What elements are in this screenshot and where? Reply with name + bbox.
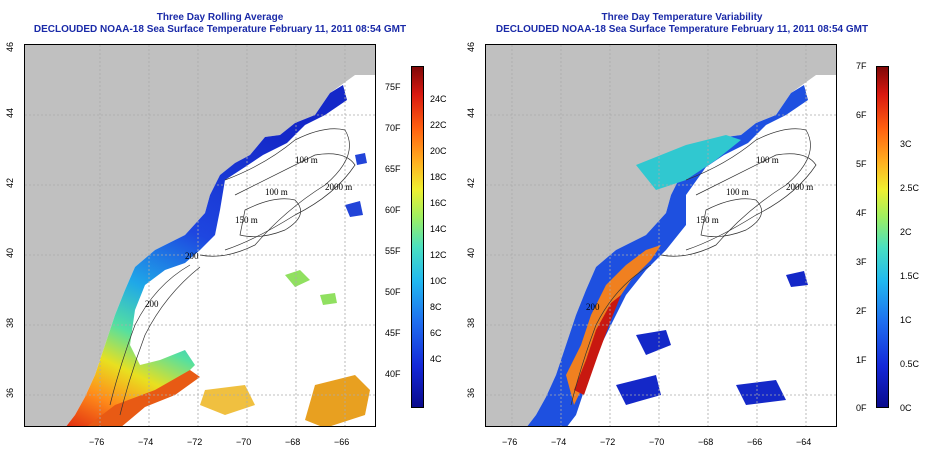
- colorbar-c-label: 22C: [430, 120, 447, 130]
- colorbar-f-label: 45F: [385, 328, 401, 338]
- colorbar-c-label: 14C: [430, 224, 447, 234]
- y-tick: 38: [5, 318, 15, 329]
- x-tick: −70: [649, 437, 665, 447]
- variability-blue-patch: [616, 271, 808, 405]
- colorbar-f-label: 7F: [856, 61, 867, 71]
- contour-label: 100 m: [756, 155, 779, 165]
- right-colorbar: [876, 66, 889, 408]
- warm-patch-mid: [200, 385, 255, 415]
- colorbar-f-label: 3F: [856, 257, 867, 267]
- right-map: 100 m 100 m 2000 m 150 m 200: [485, 44, 837, 427]
- x-tick: −64: [796, 437, 812, 447]
- colorbar-f-label: 75F: [385, 82, 401, 92]
- y-tick: 40: [5, 248, 15, 259]
- colorbar-c-label: 18C: [430, 172, 447, 182]
- colorbar-f-label: 60F: [385, 205, 401, 215]
- y-tick: 38: [466, 318, 476, 329]
- contour-label: 200: [586, 302, 600, 312]
- colorbar-f-label: 50F: [385, 287, 401, 297]
- bathymetry-contours: [570, 128, 817, 406]
- warm-patch-east: [305, 375, 370, 426]
- contour-label: 100 m: [295, 155, 318, 165]
- colorbar-f-label: 0F: [856, 403, 867, 413]
- right-map-canvas: 100 m 100 m 2000 m 150 m 200: [486, 45, 836, 426]
- colorbar-c-label: 0C: [900, 403, 912, 413]
- left-map-canvas: 100 m 100 m 2000 m 200 200 150 m: [25, 45, 375, 426]
- x-tick: −70: [236, 437, 252, 447]
- contour-label: 2000 m: [786, 182, 813, 192]
- colorbar-c-label: 1.5C: [900, 271, 920, 281]
- colorbar-c-label: 20C: [430, 146, 447, 156]
- y-tick: 46: [466, 42, 476, 53]
- colorbar-f-label: 6F: [856, 110, 867, 120]
- colorbar-f-label: 40F: [385, 369, 401, 379]
- colorbar-f-label: 2F: [856, 306, 867, 316]
- y-tick: 44: [5, 108, 15, 119]
- colorbar-c-label: 24C: [430, 94, 447, 104]
- contour-label: 100 m: [265, 187, 288, 197]
- colorbar-f-label: 4F: [856, 208, 867, 218]
- colorbar-c-label: 4C: [430, 354, 442, 364]
- y-tick: 42: [5, 178, 15, 189]
- colorbar-f-label: 5F: [856, 159, 867, 169]
- contour-label: 150 m: [696, 215, 719, 225]
- x-tick: −72: [187, 437, 203, 447]
- left-colorbar: [411, 66, 424, 408]
- contour-label: 200: [145, 299, 159, 309]
- colorbar-c-label: 1C: [900, 315, 912, 325]
- sst-field: [66, 85, 347, 426]
- colorbar-c-label: 0.5C: [900, 359, 920, 369]
- contour-label: 2000 m: [325, 182, 352, 192]
- colorbar-f-label: 55F: [385, 246, 401, 256]
- contour-label: 150 m: [235, 215, 258, 225]
- colorbar-f-label: 65F: [385, 164, 401, 174]
- x-tick: −66: [747, 437, 763, 447]
- bathymetry-contours: [109, 128, 356, 416]
- colorbar-c-label: 10C: [430, 276, 447, 286]
- warm-patch: [87, 370, 200, 426]
- x-tick: −72: [600, 437, 616, 447]
- x-tick: −74: [551, 437, 567, 447]
- land-mass: [486, 45, 836, 426]
- colorbar-c-label: 12C: [430, 250, 447, 260]
- y-tick: 36: [466, 388, 476, 399]
- colorbar-c-label: 16C: [430, 198, 447, 208]
- colorbar-c-label: 2.5C: [900, 183, 920, 193]
- variability-field-peak: [574, 295, 621, 395]
- y-tick: 44: [466, 108, 476, 119]
- colorbar-f-label: 70F: [385, 123, 401, 133]
- left-map: 100 m 100 m 2000 m 200 200 150 m: [24, 44, 376, 427]
- land-mass: [25, 45, 375, 426]
- left-title: Three Day Rolling Average: [156, 12, 284, 23]
- y-tick: 36: [5, 388, 15, 399]
- x-tick: −76: [502, 437, 518, 447]
- x-tick: −66: [334, 437, 350, 447]
- x-tick: −68: [285, 437, 301, 447]
- colorbar-c-label: 2C: [900, 227, 912, 237]
- contour-label: 200: [185, 251, 199, 261]
- blue-patch: [345, 153, 367, 217]
- x-tick: −76: [89, 437, 105, 447]
- variability-field-mid: [636, 135, 741, 190]
- y-tick: 40: [466, 248, 476, 259]
- colorbar-f-label: 1F: [856, 355, 867, 365]
- y-tick: 46: [5, 42, 15, 53]
- colorbar-c-label: 6C: [430, 328, 442, 338]
- colorbar-c-label: 8C: [430, 302, 442, 312]
- green-patch: [285, 270, 337, 305]
- x-tick: −74: [138, 437, 154, 447]
- left-subtitle: DECLOUDED NOAA-18 Sea Surface Temperatur…: [33, 24, 407, 35]
- y-tick: 42: [466, 178, 476, 189]
- colorbar-c-label: 3C: [900, 139, 912, 149]
- contour-label: 100 m: [726, 187, 749, 197]
- right-subtitle: DECLOUDED NOAA-18 Sea Surface Temperatur…: [495, 24, 869, 35]
- right-title: Three Day Temperature Variability: [601, 12, 763, 23]
- x-tick: −68: [698, 437, 714, 447]
